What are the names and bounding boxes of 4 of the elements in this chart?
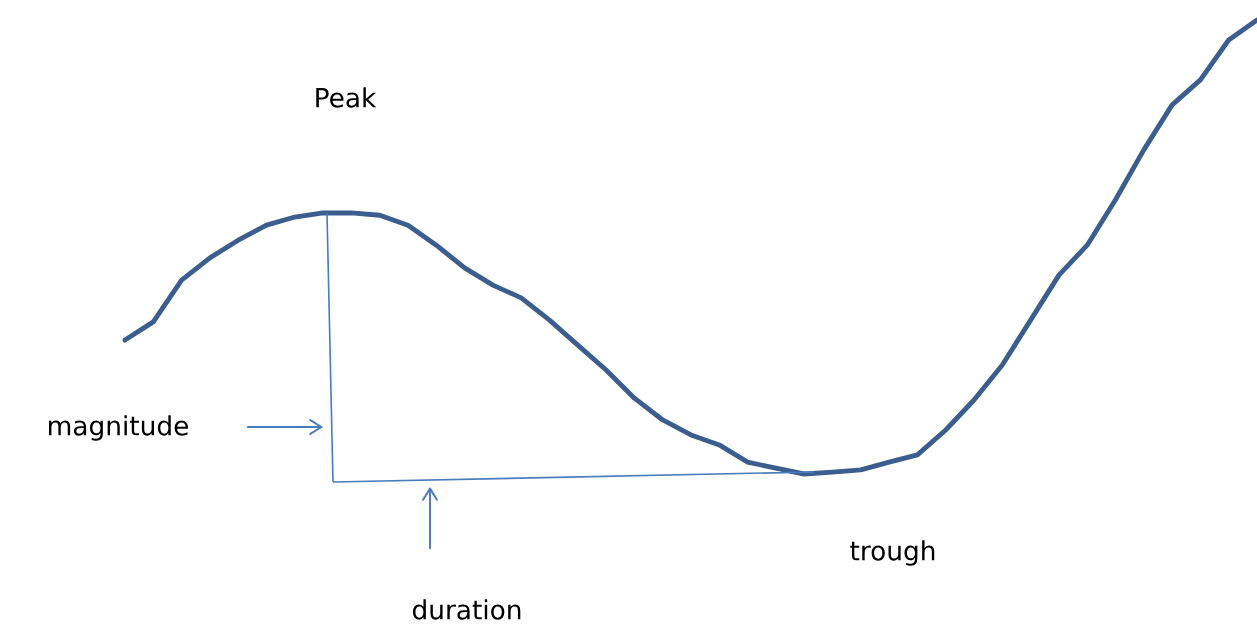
- text: trough: [850, 540, 935, 566]
- annotation: Peak: [316, 87, 377, 108]
- text: duration: [412, 599, 521, 620]
- annotation: magnitude: [49, 415, 188, 441]
